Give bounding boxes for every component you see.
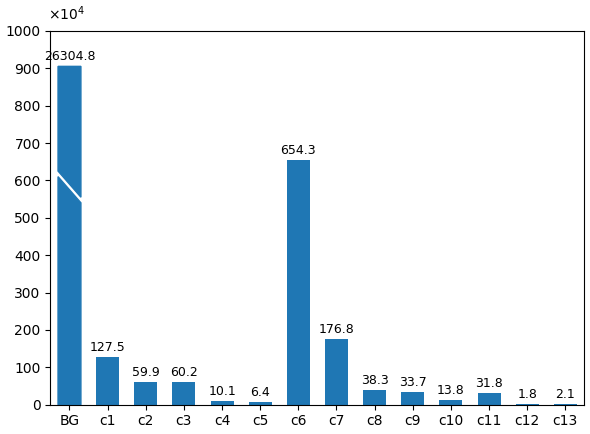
Bar <box>172 382 195 405</box>
Text: 31.8: 31.8 <box>475 377 503 390</box>
Text: 13.8: 13.8 <box>437 384 465 397</box>
Text: 127.5: 127.5 <box>90 341 126 354</box>
Text: 6.4: 6.4 <box>250 386 270 399</box>
Bar <box>554 404 577 405</box>
Bar <box>478 393 500 405</box>
Text: 33.7: 33.7 <box>399 376 427 389</box>
Bar <box>96 357 119 405</box>
Text: 59.9: 59.9 <box>132 366 160 379</box>
Polygon shape <box>58 177 81 405</box>
Text: 26304.8: 26304.8 <box>44 50 95 63</box>
Text: 2.1: 2.1 <box>556 388 575 401</box>
Bar <box>401 392 424 405</box>
Text: 60.2: 60.2 <box>170 366 198 379</box>
Bar <box>135 382 157 405</box>
Bar <box>516 404 539 405</box>
Bar <box>363 391 386 405</box>
Bar <box>249 402 271 405</box>
Text: 10.1: 10.1 <box>208 385 236 398</box>
Text: 38.3: 38.3 <box>360 375 389 388</box>
Text: 1.8: 1.8 <box>517 388 537 401</box>
Bar <box>211 401 234 405</box>
Bar <box>325 339 348 405</box>
Text: 654.3: 654.3 <box>280 144 316 157</box>
Polygon shape <box>58 66 81 197</box>
Text: 176.8: 176.8 <box>319 322 355 335</box>
Text: $\times10^4$: $\times10^4$ <box>48 5 85 23</box>
Bar <box>287 160 310 405</box>
Bar <box>440 400 463 405</box>
